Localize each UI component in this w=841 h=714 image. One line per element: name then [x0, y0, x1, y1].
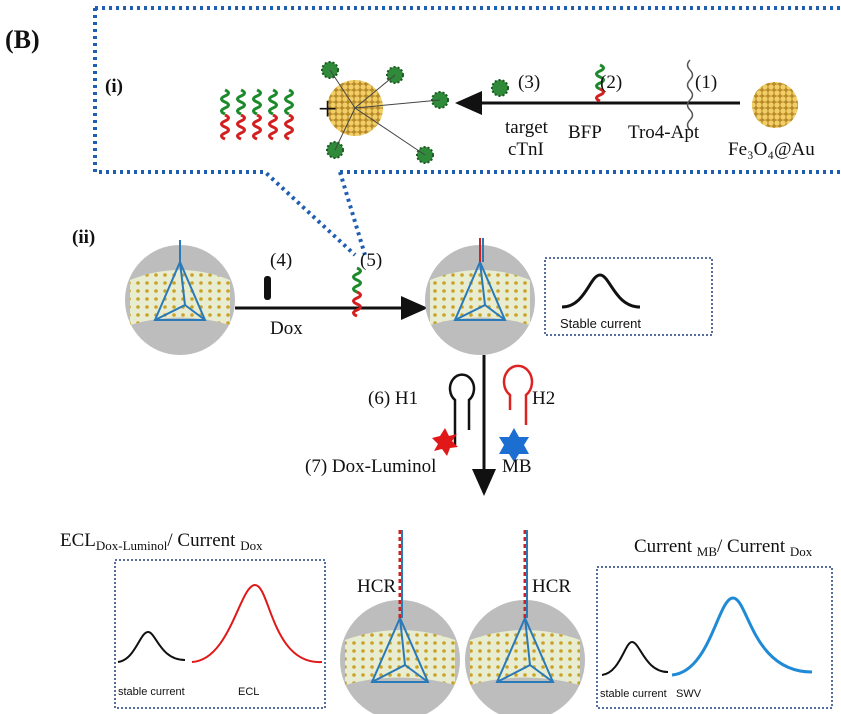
subscript: Dox [790, 544, 813, 559]
panel-title: ECLDox-Luminol/ Current Dox [60, 530, 263, 553]
current-peak [562, 275, 640, 307]
label: SWV [676, 688, 702, 700]
dna-helix [270, 115, 277, 139]
label: Fe₃O₄@Au [728, 139, 815, 160]
title-part: ECL [60, 530, 96, 551]
subscript: MB [697, 544, 718, 559]
dna-helix [354, 292, 361, 316]
subscript: Dox [240, 538, 263, 553]
dna-helix [286, 90, 293, 114]
label: MB [502, 456, 532, 477]
part-label: (ii) [72, 227, 95, 248]
swv-box [597, 567, 832, 708]
plus-sign: + [318, 91, 337, 128]
title-part: Current [634, 536, 697, 557]
electrode [340, 530, 460, 714]
step-label: (3) [518, 72, 540, 93]
label: (6) H1 [368, 388, 418, 409]
current-peak [602, 642, 668, 675]
fe3o4-au-particle [752, 82, 798, 128]
electrode [425, 238, 535, 355]
dna-helix [270, 90, 277, 114]
dna-helix [222, 115, 229, 139]
step-label: (5) [360, 250, 382, 271]
part-label: (i) [105, 76, 123, 97]
dna-helix [238, 90, 245, 114]
label: Stable current [560, 316, 641, 331]
target-protein [492, 80, 508, 96]
label: stable current [600, 688, 667, 700]
dna-helix [286, 115, 293, 139]
panel-title: Current MB/ Current Dox [634, 536, 813, 559]
label: Dox [270, 318, 303, 339]
step-label: (2) [600, 72, 622, 93]
figure: + (B) (i) (3) (2) (1) target cTnI BFP Tr… [0, 0, 841, 714]
dna-helix [238, 115, 245, 139]
panel-label: (B) [5, 25, 40, 54]
decoration [222, 62, 604, 316]
aptamer-strand [688, 60, 693, 130]
hairpin-h1 [450, 375, 474, 445]
dna-helix [254, 90, 261, 114]
label: HCR [532, 576, 571, 597]
swv-peak [672, 598, 812, 675]
subscript: Dox-Luminol [96, 538, 168, 553]
title-part: / Current [167, 530, 240, 551]
dna-helix [254, 115, 261, 139]
dna-helix [354, 268, 361, 292]
label: cTnI [508, 139, 544, 160]
label: H2 [532, 388, 555, 409]
current-peak [118, 632, 185, 662]
inset-border [95, 8, 841, 255]
label: ECL [238, 686, 259, 698]
label: BFP [568, 122, 602, 143]
label: (7) Dox-Luminol [305, 456, 436, 477]
ecl-peak [192, 585, 322, 662]
label: Tro4-Apt [628, 122, 700, 143]
electrode [125, 240, 235, 355]
title-part: / Current [717, 536, 790, 557]
dna-helix [222, 90, 229, 114]
step-label: (4) [270, 250, 292, 271]
hairpin-h2 [504, 366, 532, 425]
label: stable current [118, 686, 185, 698]
label: target [505, 117, 549, 138]
step-label: (1) [695, 72, 717, 93]
label: HCR [357, 576, 396, 597]
dox-molecule [264, 276, 271, 300]
electrode [465, 530, 585, 714]
